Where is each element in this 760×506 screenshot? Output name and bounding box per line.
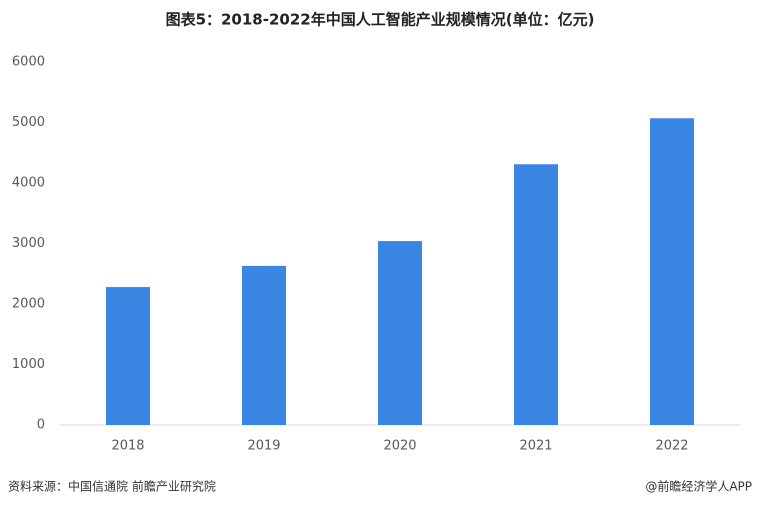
bar bbox=[242, 265, 286, 425]
y-tick-label: 6000 bbox=[12, 55, 45, 70]
source-note: 资料来源：中国信通院 前瞻产业研究院 bbox=[8, 479, 216, 494]
x-tick-label: 2022 bbox=[655, 439, 688, 454]
y-tick-label: 1000 bbox=[12, 357, 45, 372]
x-tick-label: 2021 bbox=[519, 439, 552, 454]
credit: @前瞻经济学人APP bbox=[645, 479, 752, 494]
y-tick-label: 2000 bbox=[12, 297, 45, 312]
chart-title: 图表5：2018-2022年中国人工智能产业规模情况(单位：亿元) bbox=[166, 11, 595, 29]
y-tick-label: 0 bbox=[37, 418, 45, 433]
y-tick-label: 3000 bbox=[12, 236, 45, 251]
bar bbox=[378, 241, 422, 425]
bar bbox=[514, 164, 558, 425]
bar bbox=[650, 118, 694, 425]
y-tick-label: 5000 bbox=[12, 115, 45, 130]
y-tick-label: 4000 bbox=[12, 176, 45, 191]
x-tick-label: 2018 bbox=[111, 439, 144, 454]
x-tick-label: 2019 bbox=[247, 439, 280, 454]
x-tick-label: 2020 bbox=[383, 439, 416, 454]
bar bbox=[106, 287, 150, 425]
